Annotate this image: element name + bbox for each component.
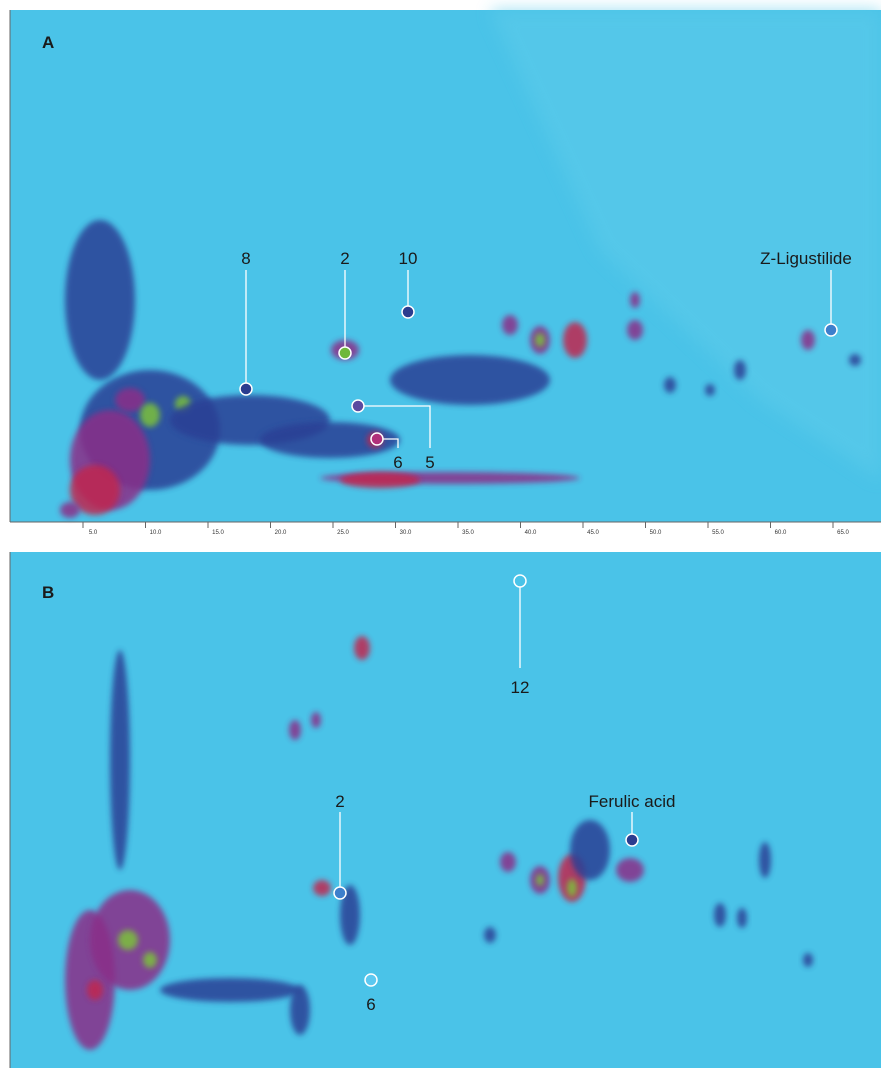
x-tick-label: 5.0 xyxy=(89,530,98,536)
peak xyxy=(536,874,544,886)
x-tick-label: 10.0 xyxy=(150,530,162,536)
peak xyxy=(535,333,545,347)
peak xyxy=(160,978,300,1002)
peak xyxy=(502,315,518,335)
x-tick-label: 15.0 xyxy=(212,530,224,536)
peak xyxy=(143,952,157,968)
page: 5.0 10.0 15.0 20.0 25.0 30.0 35.0 40.0 45.0 50.0 5… xyxy=(0,0,881,1070)
peak xyxy=(803,953,813,967)
panel-label: B xyxy=(42,583,54,602)
peak xyxy=(801,330,815,350)
peak-marker xyxy=(626,834,638,846)
annotation: 12 xyxy=(511,678,530,697)
peak-marker xyxy=(402,306,414,318)
peak xyxy=(140,403,160,427)
x-tick-label: 30.0 xyxy=(400,530,412,536)
peak xyxy=(118,930,138,950)
peak xyxy=(627,320,643,340)
peak xyxy=(664,377,676,393)
peak xyxy=(570,820,610,880)
peak xyxy=(734,360,746,380)
peak xyxy=(340,472,420,488)
peak xyxy=(60,502,80,518)
x-tick-label: 25.0 xyxy=(337,530,349,536)
peak xyxy=(616,858,644,882)
peak xyxy=(311,712,321,728)
peak xyxy=(705,384,715,396)
peak xyxy=(313,880,331,896)
peak xyxy=(115,388,145,412)
peak xyxy=(630,292,640,308)
peak-marker xyxy=(334,887,346,899)
peak-marker xyxy=(352,400,364,412)
panel-label: A xyxy=(42,33,54,52)
x-tick-label: 20.0 xyxy=(275,530,287,536)
peak xyxy=(563,322,587,358)
peak-marker xyxy=(365,974,377,986)
x-tick-label: 50.0 xyxy=(650,530,662,536)
figure: 5.0 10.0 15.0 20.0 25.0 30.0 35.0 40.0 45.0 50.0 5… xyxy=(0,0,881,1070)
peak-marker xyxy=(339,347,351,359)
peak xyxy=(567,879,577,897)
peak-marker xyxy=(514,575,526,587)
annotation: 10 xyxy=(399,249,418,268)
peak xyxy=(484,927,496,943)
annotation: 2 xyxy=(340,249,349,268)
x-tick-label: 45.0 xyxy=(587,530,599,536)
x-tick-label: 60.0 xyxy=(775,530,787,536)
x-tick-label: 65.0 xyxy=(837,530,849,536)
annotation: 5 xyxy=(425,453,434,472)
peak xyxy=(737,908,747,928)
peak-marker xyxy=(825,324,837,336)
peak xyxy=(849,354,861,366)
annotation: 6 xyxy=(393,453,402,472)
x-tick-label: 55.0 xyxy=(712,530,724,536)
peak xyxy=(290,985,310,1035)
peak xyxy=(110,650,130,870)
peak xyxy=(500,852,516,872)
x-tick-label: 40.0 xyxy=(525,530,537,536)
peak xyxy=(759,842,771,878)
peak xyxy=(289,720,301,740)
annotation: Ferulic acid xyxy=(589,792,676,811)
peak xyxy=(354,636,370,660)
peak xyxy=(714,903,726,927)
peak-marker xyxy=(240,383,252,395)
panel-b-background xyxy=(10,552,881,1068)
annotation: Z-Ligustilide xyxy=(760,249,852,268)
peak xyxy=(87,980,103,1000)
annotation: 8 xyxy=(241,249,250,268)
x-ticks: 5.0 10.0 15.0 20.0 25.0 30.0 35.0 40.0 45.0 50.0 5… xyxy=(83,522,849,536)
peak-marker xyxy=(371,433,383,445)
peak xyxy=(390,355,550,405)
annotation: 6 xyxy=(366,995,375,1014)
annotation: 2 xyxy=(335,792,344,811)
peak xyxy=(65,220,135,380)
x-tick-label: 35.0 xyxy=(462,530,474,536)
